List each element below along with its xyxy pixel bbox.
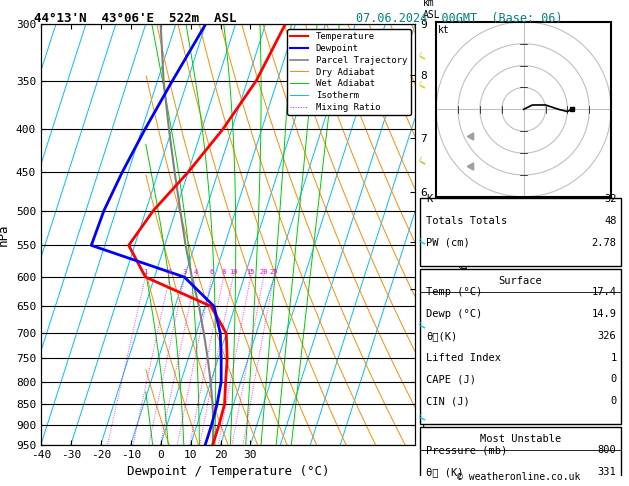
- Text: kt: kt: [438, 25, 450, 35]
- Text: 10: 10: [229, 269, 237, 276]
- Text: 3: 3: [182, 269, 187, 276]
- Text: 15: 15: [247, 269, 255, 276]
- Bar: [420, 269, 621, 424]
- Text: Totals Totals: Totals Totals: [426, 216, 508, 226]
- Text: θᴄ(K): θᴄ(K): [426, 330, 458, 341]
- Text: 6: 6: [209, 269, 214, 276]
- Text: ╰━: ╰━: [414, 237, 427, 249]
- Text: ╰━: ╰━: [414, 52, 427, 64]
- Text: CAPE (J): CAPE (J): [426, 374, 476, 384]
- Y-axis label: Mixing Ratio (g/kg): Mixing Ratio (g/kg): [459, 175, 469, 294]
- Text: 1: 1: [610, 352, 616, 363]
- Text: ╰━: ╰━: [414, 81, 427, 94]
- Text: 800: 800: [598, 445, 616, 455]
- Text: Lifted Index: Lifted Index: [426, 352, 501, 363]
- Text: 326: 326: [598, 330, 616, 341]
- Text: 48: 48: [604, 216, 616, 226]
- Text: Most Unstable: Most Unstable: [480, 434, 561, 444]
- Text: K: K: [426, 194, 433, 204]
- Text: CIN (J): CIN (J): [426, 396, 470, 406]
- Text: θᴄ (K): θᴄ (K): [426, 467, 464, 477]
- Text: 32: 32: [604, 194, 616, 204]
- Text: 1: 1: [143, 269, 147, 276]
- Text: 4: 4: [194, 269, 198, 276]
- Text: LCL: LCL: [423, 440, 440, 450]
- Bar: [420, 198, 621, 266]
- Text: ╰━: ╰━: [414, 321, 427, 333]
- Text: km
ASL: km ASL: [423, 0, 440, 20]
- Y-axis label: hPa: hPa: [0, 223, 10, 246]
- Text: ╰━: ╰━: [414, 413, 427, 426]
- Text: © weatheronline.co.uk: © weatheronline.co.uk: [457, 472, 581, 482]
- Text: ╰━: ╰━: [414, 156, 427, 170]
- Text: 0: 0: [610, 374, 616, 384]
- Text: 17.4: 17.4: [592, 287, 616, 297]
- Text: 25: 25: [270, 269, 278, 276]
- Text: 44°13'N  43°06'E  522m  ASL: 44°13'N 43°06'E 522m ASL: [34, 12, 237, 25]
- Text: 2.78: 2.78: [592, 238, 616, 248]
- Bar: [420, 427, 621, 486]
- Text: 8: 8: [221, 269, 226, 276]
- Text: Dewp (°C): Dewp (°C): [426, 309, 482, 319]
- Legend: Temperature, Dewpoint, Parcel Trajectory, Dry Adiabat, Wet Adiabat, Isotherm, Mi: Temperature, Dewpoint, Parcel Trajectory…: [287, 29, 411, 115]
- Text: 331: 331: [598, 467, 616, 477]
- Text: Surface: Surface: [499, 276, 542, 286]
- Text: Pressure (mb): Pressure (mb): [426, 445, 508, 455]
- Text: 07.06.2024  00GMT  (Base: 06): 07.06.2024 00GMT (Base: 06): [356, 12, 562, 25]
- Text: 20: 20: [259, 269, 268, 276]
- Text: 14.9: 14.9: [592, 309, 616, 319]
- Text: 2: 2: [167, 269, 172, 276]
- Text: Temp (°C): Temp (°C): [426, 287, 482, 297]
- X-axis label: Dewpoint / Temperature (°C): Dewpoint / Temperature (°C): [127, 465, 329, 478]
- Text: 0: 0: [610, 396, 616, 406]
- Text: PW (cm): PW (cm): [426, 238, 470, 248]
